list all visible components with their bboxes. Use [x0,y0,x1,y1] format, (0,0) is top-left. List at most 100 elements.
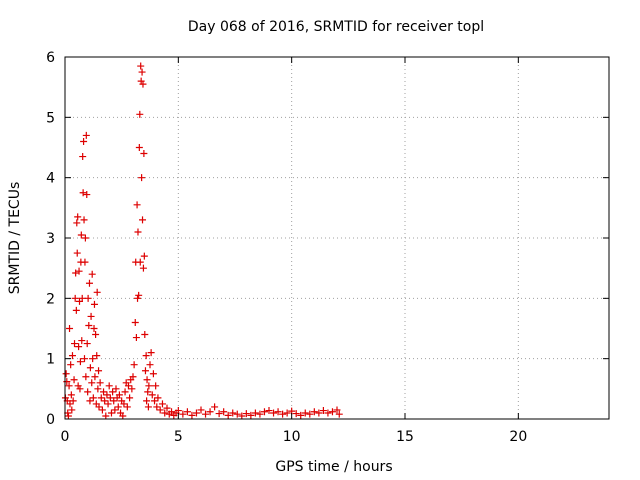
data-point [310,408,318,416]
data-point [123,403,131,411]
data-point [256,410,264,418]
data-point [215,410,223,418]
data-point [105,382,113,390]
data-point [115,391,123,399]
data-point [202,410,210,418]
data-point [97,394,105,402]
y-tick-label: 1 [46,352,55,368]
data-point [141,331,149,339]
data-point [75,267,83,275]
data-point [86,364,94,372]
data-point [81,258,89,266]
data-point [80,355,88,363]
data-point [279,410,287,418]
data-point [211,403,219,411]
data-point [188,411,196,419]
data-point [156,406,164,414]
data-point [95,403,103,411]
x-tick-label: 20 [509,429,527,445]
data-point [251,409,259,417]
data-point [192,409,200,417]
data-point [133,201,141,209]
data-point [112,385,120,393]
data-point [119,412,127,420]
data-point [68,406,76,414]
data-point [111,406,119,414]
data-point [66,400,74,408]
data-point [90,300,98,308]
data-point [328,408,336,416]
data-point [106,394,114,402]
data-point [64,412,72,420]
data-point [101,397,109,405]
data-point [233,410,241,418]
data-point [73,219,81,227]
data-point [83,340,91,348]
data-point [158,400,166,408]
data-point [139,264,147,272]
y-tick-label: 3 [46,231,55,247]
data-point [69,397,77,405]
data-point [71,294,79,302]
data-point [134,228,142,236]
data-point [149,370,157,378]
data-point [146,361,154,369]
data-point [292,410,300,418]
y-tick-label: 5 [46,110,55,126]
data-point [132,334,140,342]
data-point [174,407,182,415]
data-point [91,373,99,381]
data-point [163,404,171,412]
data-point [161,409,169,417]
data-point [94,385,102,393]
data-point [179,410,187,418]
data-point [124,382,132,390]
data-point [74,213,82,221]
data-point [135,144,143,151]
x-tick-label: 10 [283,429,301,445]
y-axis-label: SRMTID / TECUs [7,182,23,295]
data-point [168,408,176,416]
y-tick-label: 4 [46,171,55,187]
data-point [131,318,139,326]
data-point [66,325,74,332]
data-point [93,288,101,296]
data-point [152,382,160,390]
data-point [67,361,75,369]
x-tick-label: 0 [61,429,70,445]
data-point [260,408,268,416]
data-point [224,411,232,419]
x-tick-label: 15 [396,429,414,445]
data-point [73,249,81,257]
data-point [140,150,148,158]
data-point [147,349,155,357]
data-point [95,367,103,375]
data-point [135,291,143,299]
data-point [274,408,282,416]
data-point [283,409,291,417]
data-point [104,400,112,408]
data-point [76,358,84,366]
data-point [324,409,332,417]
data-point [242,410,250,418]
data-point [87,312,95,320]
data-point [229,409,237,417]
data-point [137,62,145,70]
data-point [197,406,205,414]
data-point [114,403,122,411]
data-point [96,379,104,387]
data-point [107,409,115,417]
data-point [80,216,88,224]
data-point [154,394,162,402]
y-tick-label: 2 [46,291,55,307]
data-point [79,189,87,197]
grid-lines [65,57,609,419]
data-point [75,343,83,351]
data-point [88,379,96,387]
data-point [120,400,128,408]
data-point [301,409,309,417]
data-point [89,355,97,363]
data-point [72,306,80,314]
data-point [143,376,151,384]
data-point [67,391,75,399]
